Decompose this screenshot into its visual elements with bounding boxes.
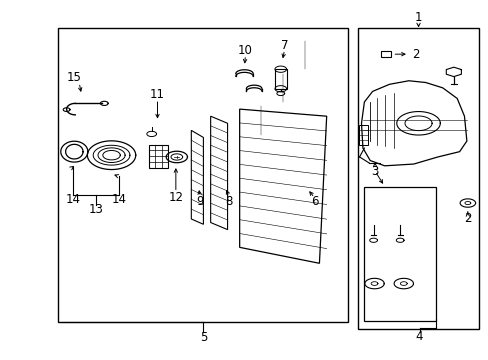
Text: 11: 11 xyxy=(150,89,164,102)
Bar xyxy=(274,69,286,89)
Bar xyxy=(357,28,478,329)
Bar xyxy=(380,51,391,57)
Text: 3: 3 xyxy=(370,165,378,177)
Bar xyxy=(358,125,367,145)
Text: 6: 6 xyxy=(310,195,318,208)
Text: 9: 9 xyxy=(196,195,203,208)
Text: 14: 14 xyxy=(111,193,126,206)
Text: 7: 7 xyxy=(280,39,288,52)
Bar xyxy=(148,145,168,168)
Text: 8: 8 xyxy=(225,195,232,208)
Text: 14: 14 xyxy=(65,193,80,206)
Bar xyxy=(363,187,435,321)
Text: 1: 1 xyxy=(414,11,422,24)
Bar xyxy=(58,28,348,322)
Text: 5: 5 xyxy=(199,330,207,343)
Text: 2: 2 xyxy=(411,48,419,61)
Text: 13: 13 xyxy=(88,203,103,216)
Text: 4: 4 xyxy=(415,330,423,343)
Text: 2: 2 xyxy=(463,212,470,225)
Text: 15: 15 xyxy=(67,71,81,84)
Text: 10: 10 xyxy=(238,44,252,57)
Text: 12: 12 xyxy=(168,190,183,203)
